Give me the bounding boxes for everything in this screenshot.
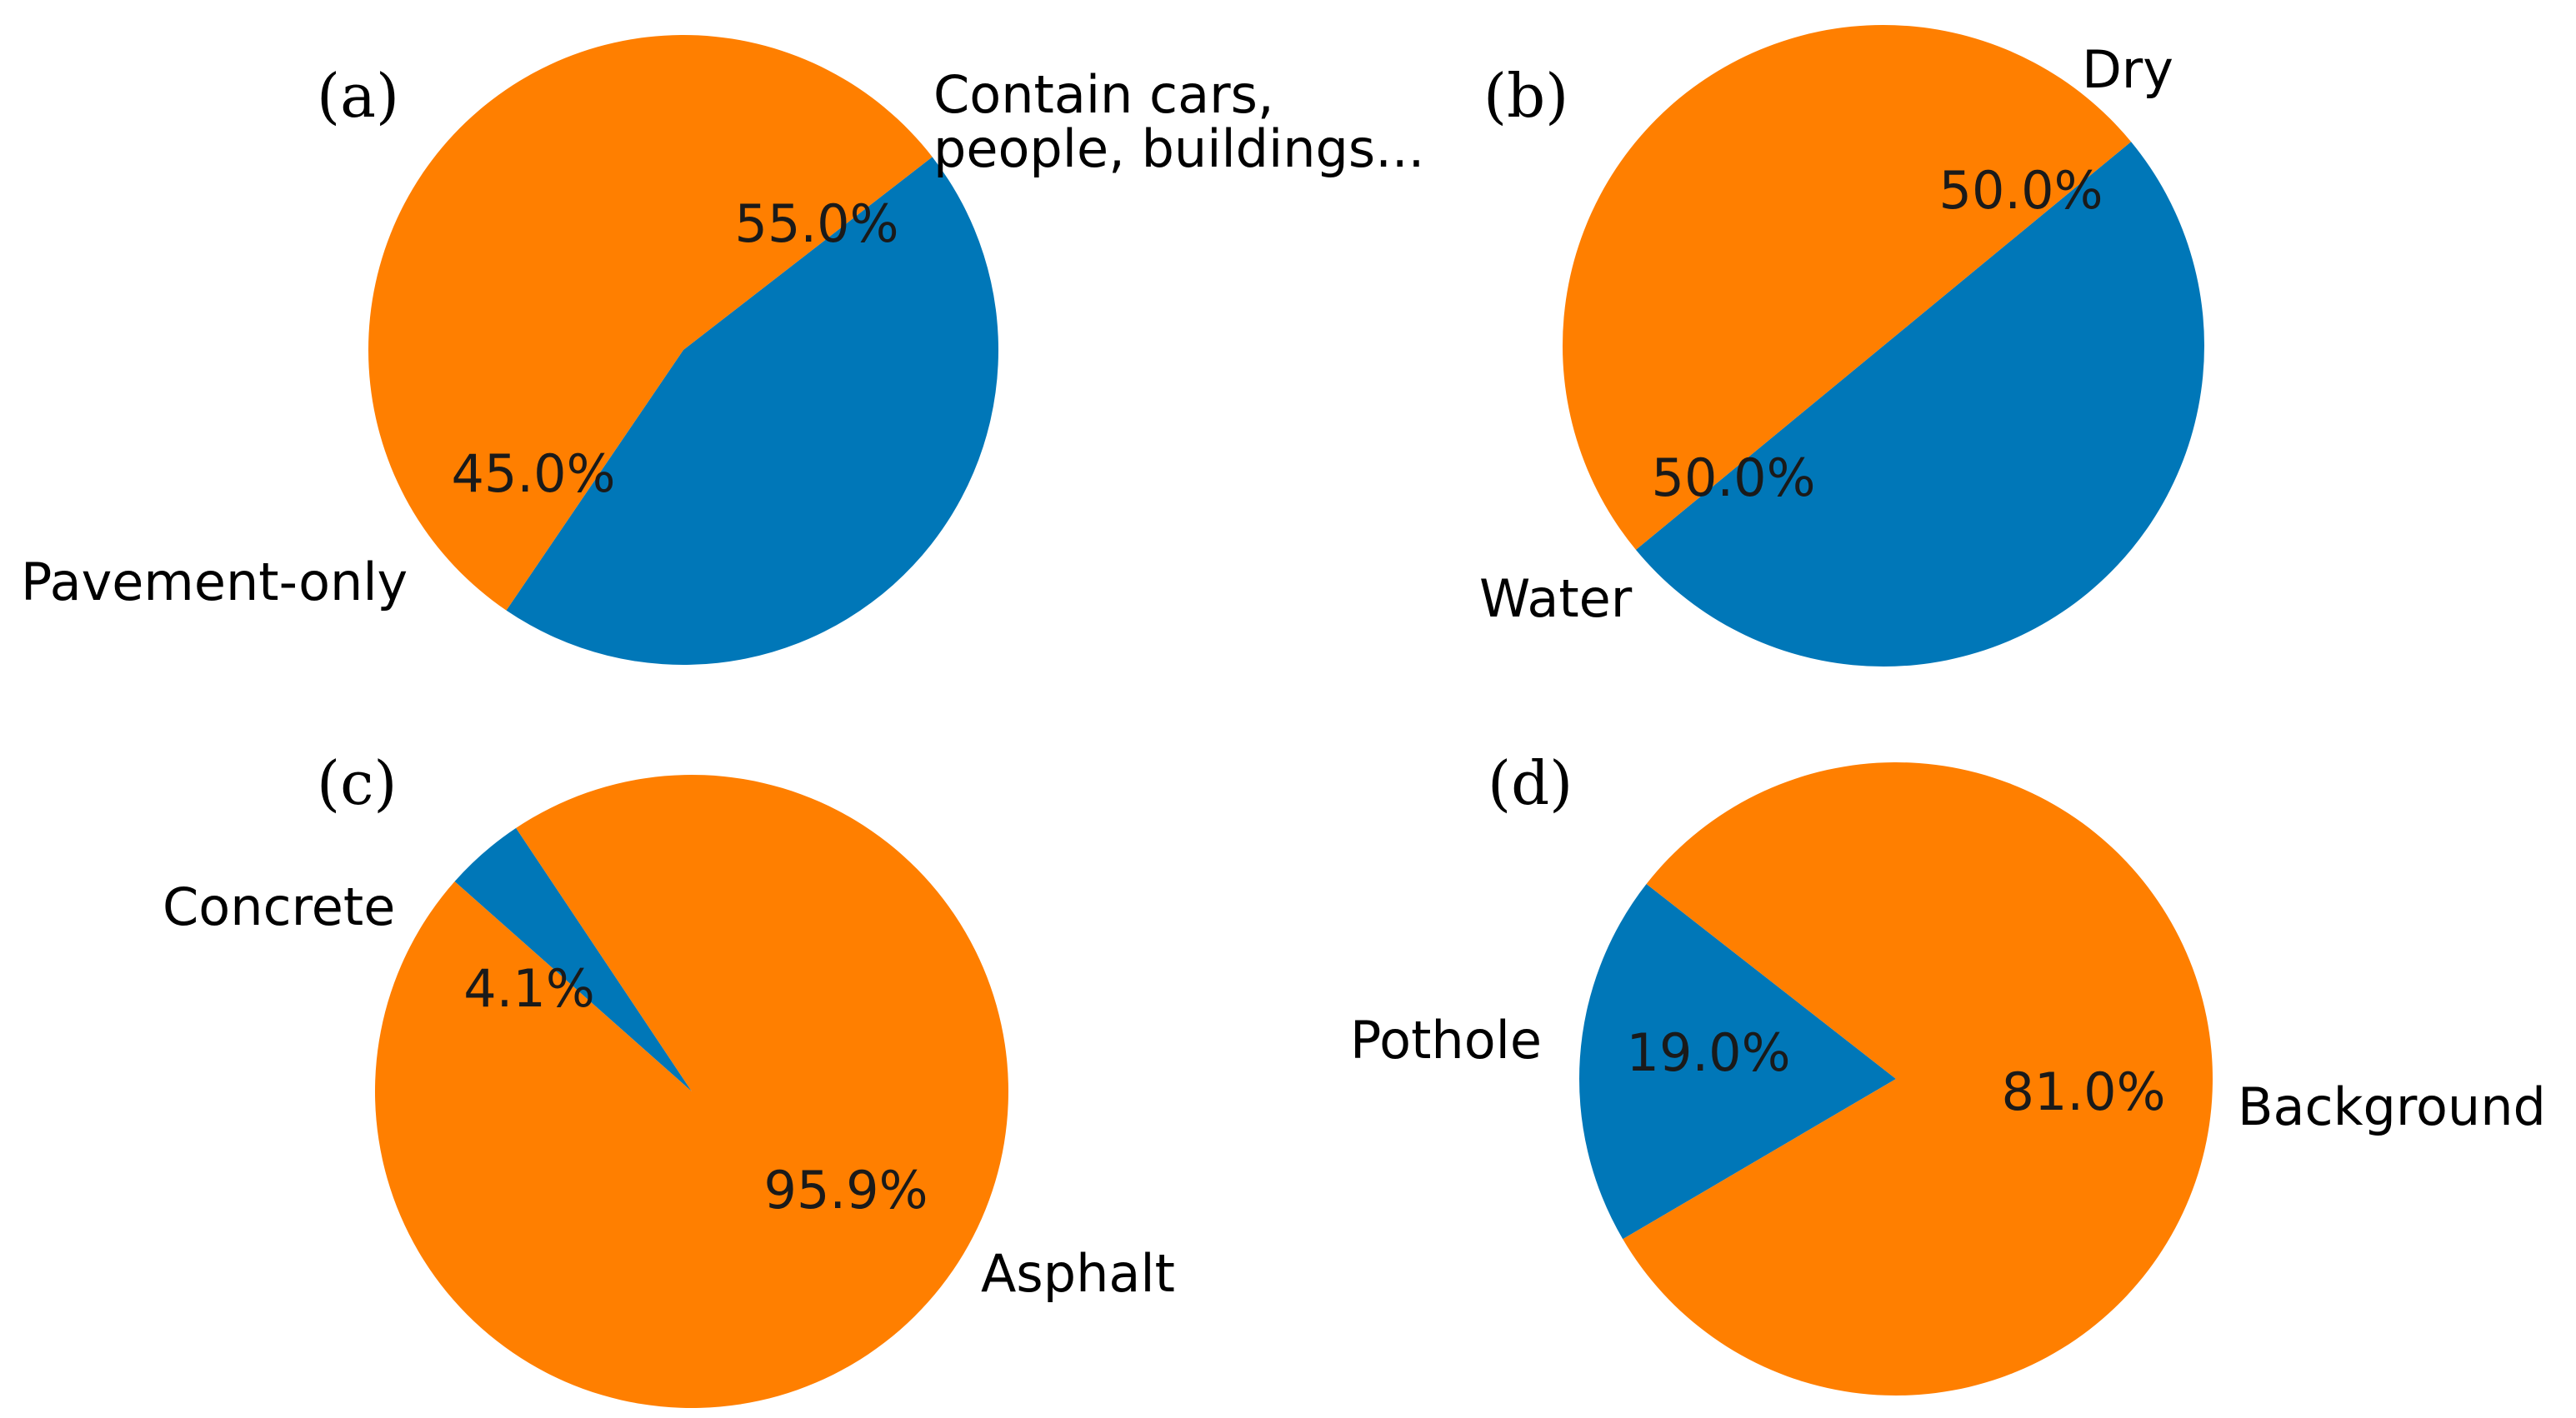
pie-slice-asphalt <box>374 775 1008 1409</box>
pie-slice-contain-cars <box>368 35 933 611</box>
slice-percentage: 55.0% <box>735 193 899 254</box>
pie-chart-1: (a) Pavement-only 45.0% Contain cars, people… <box>21 35 1424 666</box>
pie-slice-concrete <box>454 827 692 1091</box>
pie-slice-pothole <box>1579 884 1896 1240</box>
panel-label: (a) <box>317 61 399 131</box>
slice-label: Water <box>1479 568 1633 629</box>
pie-slice-dry <box>1562 24 2132 550</box>
pie-slice-water <box>1635 142 2205 667</box>
panel-label: (c) <box>317 748 398 818</box>
slice-label: Dry <box>2082 39 2173 100</box>
slice-label: Contain cars, people, buildings... <box>933 64 1424 179</box>
slice-percentage: 81.0% <box>2002 1061 2166 1122</box>
slice-percentage: 45.0% <box>452 443 616 504</box>
panel-label: (d) <box>1488 748 1573 818</box>
pie-slice-pavement-only <box>506 157 999 666</box>
pie-chart-3: (c) Concrete 4.1% Asphalt 95.9% <box>163 748 1175 1409</box>
slice-label: Asphalt <box>981 1243 1175 1304</box>
slice-percentage: 19.0% <box>1627 1022 1791 1083</box>
slice-percentage: 95.9% <box>764 1160 928 1221</box>
panel-label: (b) <box>1483 61 1568 131</box>
slice-label: Concrete <box>163 876 395 937</box>
slice-percentage: 50.0% <box>1652 447 1816 508</box>
pie-chart-2: (b) Water 50.0% Dry 50.0% <box>1479 24 2205 667</box>
slice-percentage: 4.1% <box>463 958 595 1019</box>
pie-chart-4: (d) Pothole 19.0% Background 81.0% <box>1350 748 2546 1396</box>
slice-label: Pothole <box>1350 1010 1542 1071</box>
pie-slice-background <box>1623 762 2213 1396</box>
slice-percentage: 50.0% <box>1939 160 2103 221</box>
slice-label: Pavement-only <box>21 552 408 612</box>
slice-label: Background <box>2238 1076 2546 1137</box>
